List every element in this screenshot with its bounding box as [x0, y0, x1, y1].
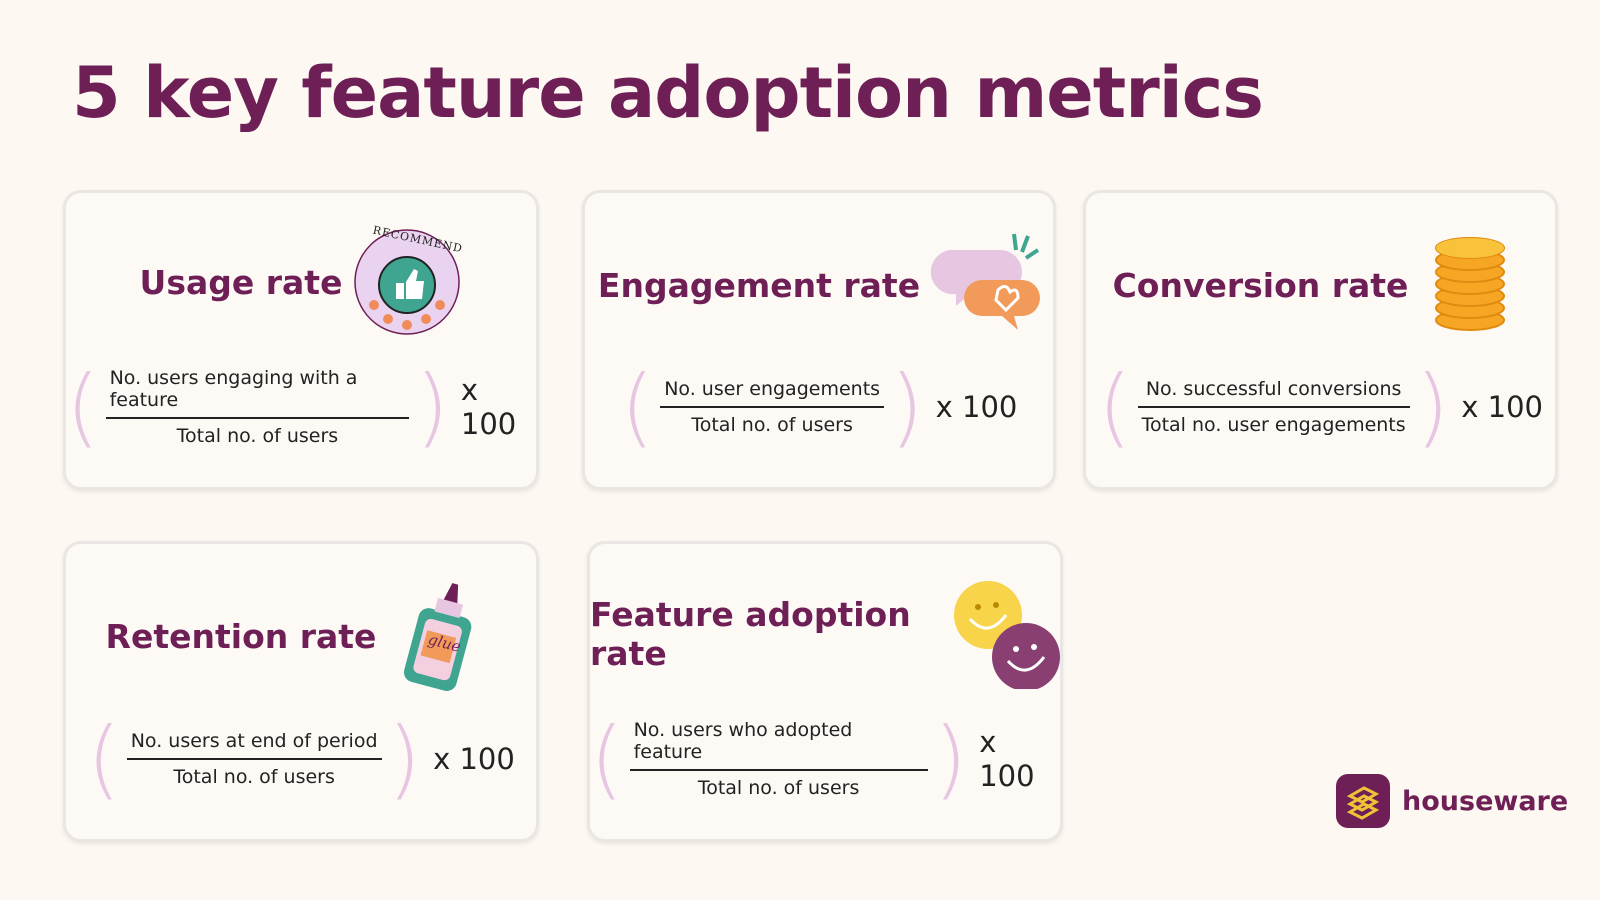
fraction: No. successful conversions Total no. user… — [1137, 372, 1410, 442]
fraction: No. users at end of period Total no. of u… — [126, 724, 382, 794]
card-header: Conversion rate — [1113, 230, 1529, 340]
multiplier: x 100 — [979, 724, 1035, 793]
card-title: Conversion rate — [1112, 265, 1409, 305]
formula: (No. user engagements Total no. of users)… — [621, 364, 1018, 450]
paren: ) — [1415, 357, 1450, 457]
card-header: Feature adoption rate — [590, 579, 1060, 691]
brand-logo: houseware — [1336, 774, 1568, 828]
card-icon: glue — [386, 582, 496, 692]
brand-name: houseware — [1402, 785, 1569, 817]
paren: ( — [1098, 357, 1132, 457]
card-icon — [930, 230, 1041, 340]
fraction-bar — [105, 417, 410, 419]
fraction-bar — [629, 768, 928, 771]
paren: ) — [387, 708, 422, 809]
card-header: Engagement rate — [597, 230, 1041, 340]
fraction-bar — [126, 757, 382, 760]
metric-card: Usage rate RECOMMEND (No. users engaging w… — [63, 190, 539, 490]
numerator: No. users engaging with a feature — [109, 367, 358, 411]
formula: (No. users at end of period Total no. of … — [87, 716, 515, 802]
denominator: Total no. of users — [173, 765, 335, 788]
metric-card: Retention rate glue(No. users at end of p… — [63, 541, 539, 842]
denominator: Total no. user engagements — [1141, 414, 1406, 436]
paren: ) — [890, 357, 924, 457]
numerator: No. successful conversions — [1145, 378, 1402, 400]
paren: ( — [87, 708, 121, 809]
multiplier: x 100 — [1461, 390, 1543, 424]
fraction-bar — [660, 406, 885, 408]
denominator: Total no. of users — [691, 414, 853, 436]
denominator: Total no. of users — [176, 425, 339, 447]
fraction: No. users engaging with a feature Total n… — [105, 361, 410, 453]
fraction-bar — [1137, 406, 1410, 408]
page-title: 5 key feature adoption metrics — [72, 52, 1264, 134]
card-icon: RECOMMEND — [352, 224, 465, 337]
numerator: No. users at end of period — [130, 729, 378, 752]
formula: (No. successful conversions Total no. use… — [1098, 364, 1543, 450]
card-icon — [950, 579, 1060, 691]
paren: ) — [933, 708, 968, 809]
card-icon — [1418, 230, 1528, 340]
multiplier: x 100 — [935, 390, 1018, 424]
paren: ( — [590, 708, 624, 809]
formula: (No. users who adopted feature Total no. … — [590, 713, 1060, 805]
metric-card: Feature adoption rate (No. users who adop… — [587, 541, 1063, 842]
card-title: Engagement rate — [597, 265, 921, 305]
metric-card: Conversion rate(No. successful conversio… — [1083, 190, 1558, 490]
logo-icon — [1336, 774, 1390, 828]
multiplier: x 100 — [433, 741, 515, 776]
formula: (No. users engaging with a feature Total … — [66, 361, 536, 453]
denominator: Total no. of users — [697, 776, 860, 799]
fraction: No. user engagements Total no. of users — [660, 372, 885, 442]
card-title: Feature adoption rate — [590, 594, 911, 673]
numerator: No. users who adopted feature — [633, 718, 853, 763]
fraction: No. users who adopted feature Total no. o… — [629, 713, 928, 805]
card-title: Usage rate — [139, 262, 343, 302]
card-header: Retention rate glue — [106, 582, 497, 692]
numerator: No. user engagements — [664, 378, 881, 400]
card-header: Usage rate RECOMMEND — [139, 224, 465, 337]
paren: ) — [415, 357, 449, 457]
metric-card: Engagement rate ( No. user engagements Tota… — [582, 190, 1056, 490]
paren: ( — [66, 357, 100, 457]
multiplier: x 100 — [460, 373, 517, 441]
paren: ( — [620, 357, 655, 457]
card-title: Retention rate — [105, 617, 377, 656]
